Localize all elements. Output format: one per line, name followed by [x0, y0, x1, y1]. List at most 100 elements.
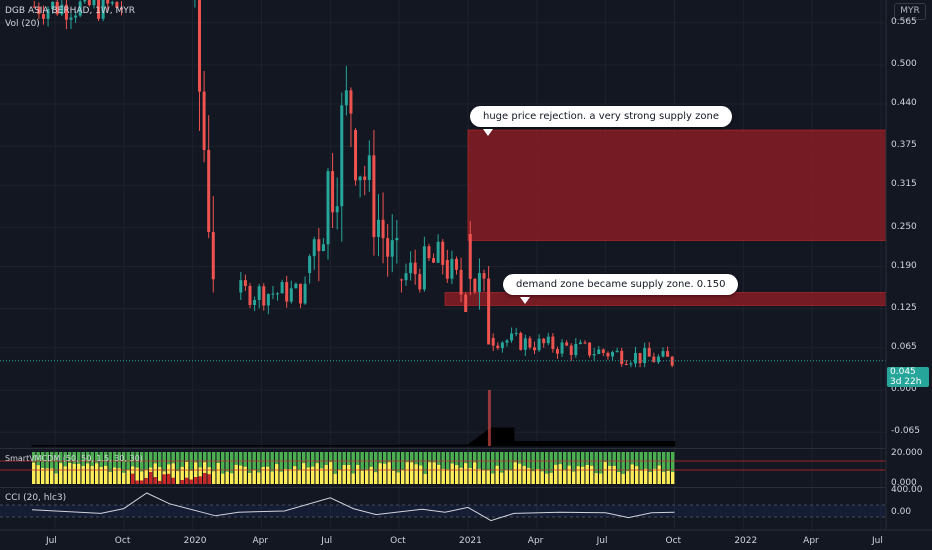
smart-bar-yellow — [324, 464, 328, 484]
smart-bar-yellow — [536, 468, 540, 484]
smart-bar-green — [603, 452, 607, 463]
smart-bar-green — [464, 452, 468, 464]
candle-body-up — [60, 4, 64, 15]
smart-bar-yellow — [36, 465, 40, 484]
smart-bar-yellow — [401, 469, 405, 484]
candle-body-up — [289, 288, 293, 302]
candle-body-down — [119, 7, 123, 10]
smart-bar-red — [131, 473, 135, 484]
pane-separator-2[interactable] — [0, 487, 886, 488]
candle-body-up — [661, 351, 665, 357]
price-tick-label: 0.065 — [891, 341, 917, 352]
annotation-supply-zone-tail — [483, 129, 493, 136]
price-tick-label: 0.000 — [891, 384, 917, 394]
smart-bar-green — [414, 452, 418, 465]
pane-separator-1[interactable] — [0, 448, 886, 449]
smart-bar-yellow — [32, 462, 36, 484]
smart-bar-green — [450, 452, 454, 464]
candle-body-up — [592, 353, 596, 356]
currency-badge[interactable]: MYR — [894, 3, 926, 20]
smart-bar-green — [230, 452, 234, 474]
annotation-supply-zone[interactable]: huge price rejection. a very strong supp… — [470, 106, 732, 127]
time-tick-label: Oct — [390, 536, 406, 546]
candle-body-down — [666, 351, 670, 357]
smart-bar-green — [540, 452, 544, 472]
smart-bar-green — [59, 452, 63, 464]
smart-bar-green — [374, 452, 378, 473]
candle-body-down — [97, 0, 101, 19]
price-tick-label: 0.190 — [891, 260, 917, 271]
smart-bar-yellow — [198, 467, 202, 484]
smart-bar-green — [284, 452, 288, 469]
smart-bar-yellow — [657, 465, 661, 484]
smart-bar-yellow — [333, 473, 337, 484]
candle-body-down — [487, 278, 491, 345]
candle-body-down — [55, 1, 59, 15]
candle-body-down — [565, 342, 569, 346]
smart-bar-green — [653, 452, 657, 469]
smart-bar-green — [419, 452, 423, 466]
smart-bar-yellow — [180, 466, 184, 484]
smart-bar-green — [594, 452, 598, 474]
candle-body-up — [253, 299, 257, 306]
candle-body-down — [551, 336, 555, 350]
smart-bar-green — [90, 452, 94, 466]
smart-bar-green — [153, 452, 157, 464]
smart-bar-yellow — [522, 465, 526, 484]
candle-body-down — [363, 176, 367, 180]
candle-body-down — [243, 280, 247, 286]
cci-band — [0, 505, 886, 517]
smart-bar-green — [495, 452, 499, 466]
candle-body-down — [473, 278, 477, 292]
price-tick-label: 0.500 — [891, 59, 917, 69]
candle-body-down — [381, 219, 385, 239]
smart-bar-yellow — [99, 466, 103, 484]
candle-body-up — [239, 280, 243, 293]
smart-bar-red — [135, 480, 139, 484]
smart-bar-yellow — [648, 471, 652, 484]
smart-bar-yellow — [351, 473, 355, 484]
annotation-demand-zone[interactable]: demand zone became supply zone. 0.150 — [503, 274, 739, 295]
smart-bar-green — [41, 452, 45, 468]
smart-bar-yellow — [216, 463, 220, 484]
candle-body-down — [601, 349, 605, 353]
smart-bar-green — [198, 452, 202, 468]
smart-bar-green — [545, 452, 549, 474]
smart-bar-yellow — [662, 471, 666, 484]
candle-body-down — [413, 262, 417, 275]
candle-body-down — [468, 234, 472, 279]
smart-bar-yellow — [473, 462, 477, 484]
price-tick-label: -0.065 — [891, 426, 921, 437]
price-tick-label: 0.250 — [891, 221, 917, 232]
candle-body-up — [303, 283, 307, 304]
candle-body-up — [92, 0, 96, 6]
smart-bar-yellow — [126, 470, 130, 484]
candle-body-up — [633, 352, 637, 364]
candle-body-down — [652, 356, 656, 363]
smart-bar-green — [131, 452, 135, 467]
candle-body-up — [340, 105, 344, 207]
smart-bar-green — [581, 452, 585, 467]
smart-bar-green — [117, 452, 121, 469]
time-tick-label: 2021 — [458, 536, 482, 546]
candle-body-down — [354, 130, 358, 181]
smart-bar-yellow — [284, 468, 288, 484]
smart-bar-green — [81, 452, 85, 466]
smart-bar-green — [428, 452, 432, 463]
smart-bar-green — [167, 452, 171, 465]
smart-bar-green — [194, 452, 198, 463]
candle-body-down — [491, 338, 495, 346]
smart-bar-green — [207, 452, 211, 468]
smart-bar-yellow — [293, 466, 297, 484]
smart-bar-yellow — [239, 465, 243, 484]
smart-bar-green — [176, 452, 180, 472]
smart-bar-green — [248, 452, 252, 473]
smart-bar-green — [302, 452, 306, 464]
smart-bar-green — [329, 452, 333, 463]
smart-bar-yellow — [491, 473, 495, 484]
smart-bar-green — [405, 452, 409, 463]
smart-bar-yellow — [576, 466, 580, 484]
smart-bar-green — [378, 452, 382, 464]
smart-bar-green — [162, 452, 166, 472]
